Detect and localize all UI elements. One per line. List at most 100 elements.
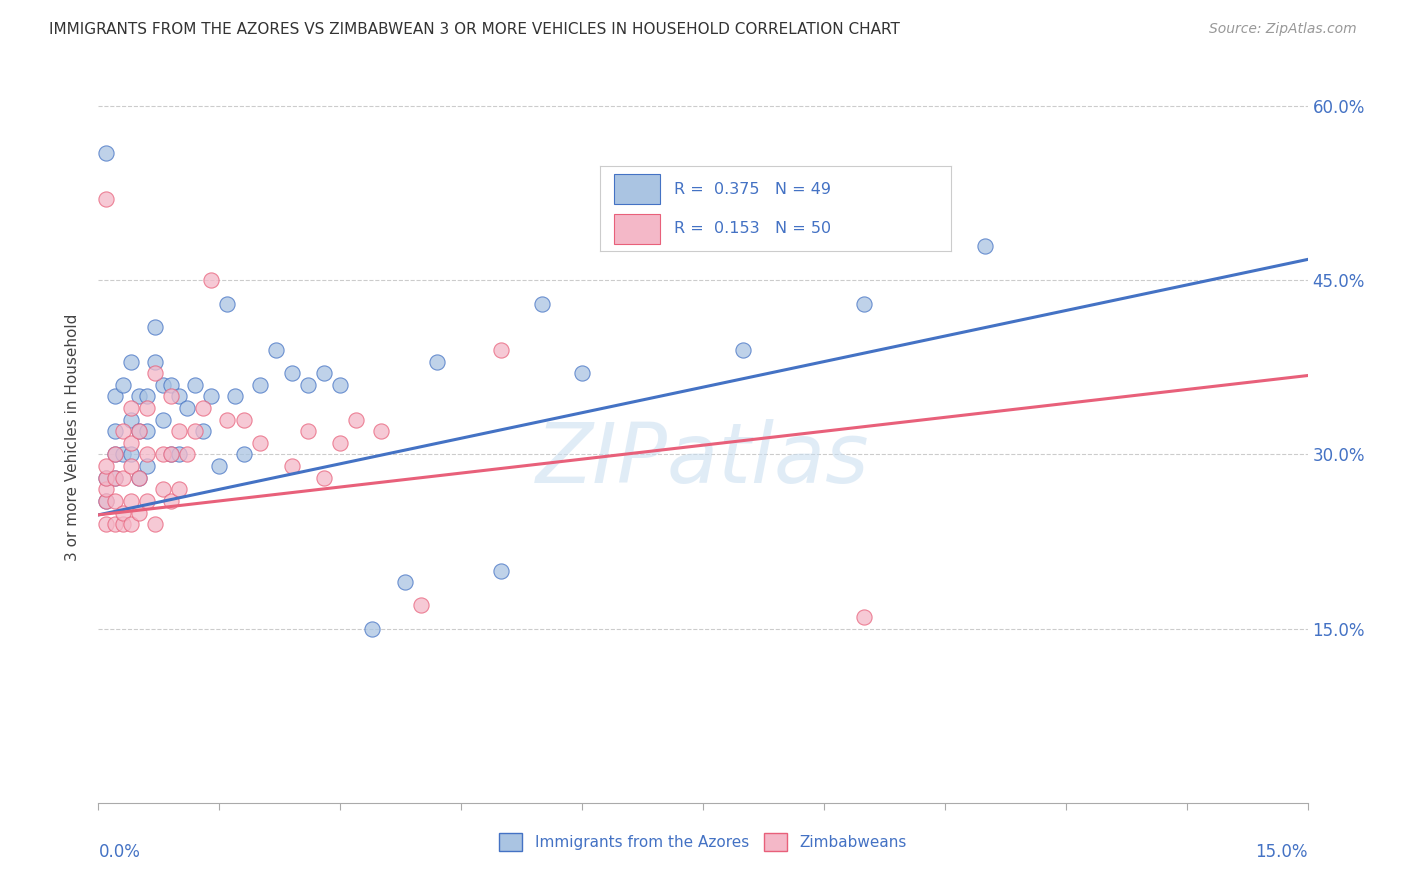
Point: [426, 354, 449, 368]
Point: [232, 412, 254, 426]
Point: [491, 343, 513, 357]
Point: [224, 389, 246, 403]
Point: [103, 389, 125, 403]
Point: [96, 483, 118, 497]
Point: [128, 389, 150, 403]
Point: [167, 483, 190, 497]
Point: [128, 424, 150, 438]
Text: 15.0%: 15.0%: [1256, 843, 1308, 861]
Point: [264, 343, 287, 357]
Point: [135, 494, 157, 508]
Point: [96, 517, 118, 532]
Point: [409, 599, 432, 613]
Point: [249, 377, 271, 392]
Point: [103, 471, 125, 485]
Point: [111, 471, 134, 485]
Y-axis label: 3 or more Vehicles in Household: 3 or more Vehicles in Household: [65, 313, 80, 561]
Point: [152, 377, 174, 392]
Point: [167, 389, 190, 403]
Point: [111, 377, 134, 392]
Point: [160, 389, 183, 403]
Point: [314, 366, 336, 380]
Point: [103, 471, 125, 485]
Point: [135, 448, 157, 462]
Point: [733, 343, 755, 357]
Legend: Immigrants from the Azores, Zimbabweans: Immigrants from the Azores, Zimbabweans: [494, 827, 912, 857]
Point: [281, 459, 304, 474]
Point: [184, 377, 207, 392]
Point: [96, 471, 118, 485]
Point: [120, 459, 142, 474]
Point: [329, 377, 352, 392]
Text: ZIPatlas: ZIPatlas: [536, 418, 870, 500]
Point: [571, 366, 593, 380]
Text: Source: ZipAtlas.com: Source: ZipAtlas.com: [1209, 22, 1357, 37]
Text: IMMIGRANTS FROM THE AZORES VS ZIMBABWEAN 3 OR MORE VEHICLES IN HOUSEHOLD CORRELA: IMMIGRANTS FROM THE AZORES VS ZIMBABWEAN…: [49, 22, 900, 37]
Point: [143, 366, 166, 380]
Point: [160, 448, 183, 462]
Point: [120, 436, 142, 450]
Point: [344, 412, 367, 426]
Point: [111, 448, 134, 462]
Point: [329, 436, 352, 450]
Point: [208, 459, 231, 474]
Point: [361, 622, 384, 636]
Point: [120, 401, 142, 415]
Point: [193, 424, 215, 438]
Point: [143, 517, 166, 532]
Point: [193, 401, 215, 415]
Point: [160, 494, 183, 508]
Point: [530, 296, 553, 310]
Point: [96, 459, 118, 474]
Point: [297, 424, 319, 438]
Point: [160, 377, 183, 392]
Point: [974, 238, 997, 252]
Point: [314, 471, 336, 485]
Point: [281, 366, 304, 380]
Point: [96, 494, 118, 508]
Point: [167, 424, 190, 438]
Point: [232, 448, 254, 462]
Point: [853, 610, 876, 624]
Point: [103, 448, 125, 462]
Point: [143, 319, 166, 334]
Point: [103, 424, 125, 438]
Point: [853, 296, 876, 310]
Point: [111, 424, 134, 438]
Point: [103, 448, 125, 462]
Point: [128, 506, 150, 520]
Point: [152, 448, 174, 462]
Point: [200, 389, 222, 403]
Point: [135, 459, 157, 474]
Point: [111, 517, 134, 532]
Point: [120, 412, 142, 426]
Point: [96, 471, 118, 485]
Point: [370, 424, 392, 438]
Point: [200, 273, 222, 287]
Point: [152, 412, 174, 426]
Point: [176, 401, 198, 415]
Point: [297, 377, 319, 392]
Text: 0.0%: 0.0%: [98, 843, 141, 861]
Point: [111, 506, 134, 520]
Point: [120, 494, 142, 508]
Point: [135, 424, 157, 438]
Point: [120, 354, 142, 368]
Point: [152, 483, 174, 497]
Point: [96, 494, 118, 508]
Point: [128, 424, 150, 438]
Point: [135, 389, 157, 403]
Point: [249, 436, 271, 450]
Point: [217, 412, 239, 426]
Point: [120, 448, 142, 462]
Point: [143, 354, 166, 368]
Point: [394, 575, 416, 590]
Point: [120, 517, 142, 532]
Point: [491, 564, 513, 578]
Point: [160, 448, 183, 462]
Point: [103, 494, 125, 508]
Point: [184, 424, 207, 438]
Point: [167, 448, 190, 462]
Point: [135, 401, 157, 415]
Point: [96, 192, 118, 206]
